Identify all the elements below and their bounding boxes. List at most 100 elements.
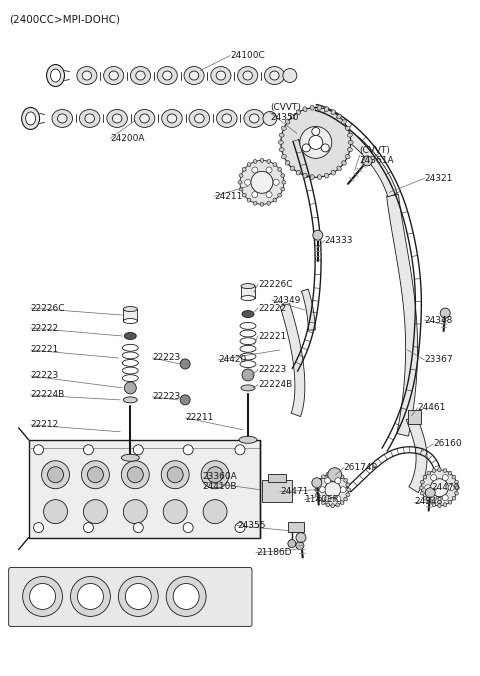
Ellipse shape [452,496,456,500]
Ellipse shape [420,491,424,495]
Text: 24461: 24461 [418,404,446,412]
Ellipse shape [448,471,452,475]
Circle shape [313,231,323,240]
Ellipse shape [443,468,447,473]
Ellipse shape [241,295,255,301]
Ellipse shape [140,114,149,123]
Ellipse shape [77,66,97,84]
Bar [262,480,292,502]
Ellipse shape [427,500,431,504]
Ellipse shape [278,168,282,171]
Ellipse shape [162,110,182,128]
Ellipse shape [253,160,257,164]
Ellipse shape [109,71,119,80]
Text: 22224B: 22224B [31,390,65,400]
Text: 22221: 22221 [31,345,59,354]
Ellipse shape [448,500,452,504]
Text: 24470: 24470 [432,483,460,492]
Ellipse shape [310,105,314,110]
Ellipse shape [242,310,254,318]
Ellipse shape [324,107,329,112]
Text: 23367: 23367 [424,356,453,364]
Text: 22221: 22221 [258,331,286,341]
Bar [268,474,286,482]
Ellipse shape [124,333,136,339]
Circle shape [252,192,258,197]
Circle shape [82,461,109,489]
Circle shape [362,156,372,166]
Ellipse shape [279,147,284,151]
Circle shape [288,539,296,548]
Ellipse shape [336,503,339,507]
Circle shape [30,583,56,610]
Ellipse shape [317,174,322,180]
Ellipse shape [283,68,297,82]
Text: 22226C: 22226C [31,304,65,312]
Ellipse shape [241,284,255,289]
Bar [29,440,260,537]
Ellipse shape [342,161,347,165]
Ellipse shape [243,71,252,80]
Ellipse shape [303,107,307,112]
Bar [123,309,137,321]
Ellipse shape [452,475,456,479]
Ellipse shape [239,187,243,191]
Ellipse shape [281,155,286,159]
Circle shape [34,523,44,533]
Ellipse shape [273,198,276,202]
Ellipse shape [250,114,259,123]
Text: 24420: 24420 [218,356,246,364]
Circle shape [442,495,448,501]
Ellipse shape [136,71,145,80]
Text: 1140ER: 1140ER [305,495,339,504]
Ellipse shape [318,479,322,482]
Circle shape [266,167,272,173]
Ellipse shape [82,71,92,80]
Ellipse shape [163,71,172,80]
Ellipse shape [344,479,348,482]
Circle shape [84,445,94,455]
Ellipse shape [267,201,271,206]
Ellipse shape [340,501,344,504]
Ellipse shape [346,493,350,496]
Text: 24348: 24348 [415,497,443,506]
Ellipse shape [322,501,325,504]
Ellipse shape [131,66,151,84]
Circle shape [302,144,310,152]
Circle shape [203,500,227,524]
Text: 22226C: 22226C [258,280,292,289]
Ellipse shape [345,126,350,130]
Text: 24100C: 24100C [230,51,265,60]
Circle shape [252,167,258,173]
Ellipse shape [331,504,335,508]
Ellipse shape [216,71,226,80]
Ellipse shape [438,468,441,472]
Ellipse shape [134,110,155,128]
Circle shape [207,466,223,483]
Ellipse shape [239,436,257,443]
Ellipse shape [278,193,282,197]
Circle shape [183,523,193,533]
Ellipse shape [455,481,458,484]
Ellipse shape [264,66,285,84]
Circle shape [325,482,341,498]
Circle shape [127,466,144,483]
Circle shape [321,144,329,152]
Ellipse shape [112,114,122,123]
Polygon shape [301,289,315,330]
Ellipse shape [278,141,283,145]
Ellipse shape [190,71,199,80]
Ellipse shape [344,498,348,501]
Ellipse shape [242,193,246,197]
Circle shape [119,577,158,617]
Circle shape [84,500,108,524]
Ellipse shape [222,114,231,123]
Ellipse shape [427,471,431,475]
Text: 23360A
24410B: 23360A 24410B [202,472,237,491]
Circle shape [312,128,320,135]
Circle shape [124,382,136,394]
Ellipse shape [47,65,64,87]
Text: 24349: 24349 [272,295,300,305]
Circle shape [328,468,342,482]
Circle shape [266,192,272,197]
